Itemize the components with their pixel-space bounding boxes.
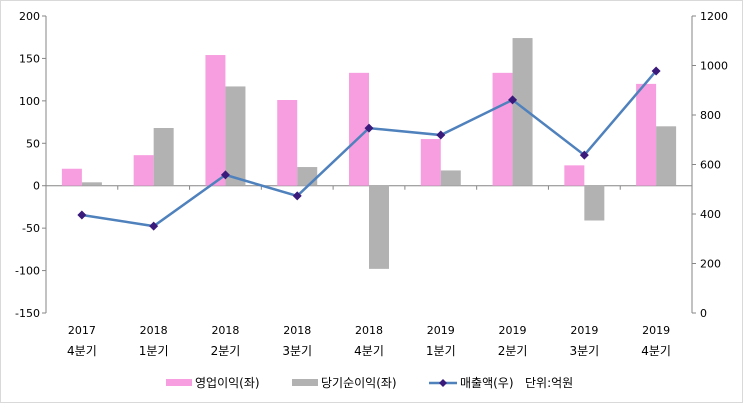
legend-swatch-operating-profit	[166, 379, 192, 386]
category-quarter-label: 4분기	[67, 344, 97, 358]
operating-profit-bar	[61, 168, 82, 186]
operating-profit-bar	[636, 83, 657, 186]
net-income-bar	[369, 185, 389, 269]
net-income-bar	[153, 128, 174, 186]
legend-swatch-net-income	[292, 379, 318, 386]
operating-profit-bar	[205, 55, 226, 186]
category-quarter-label: 1분기	[139, 344, 169, 358]
legend-label: 당기순이익(좌)	[321, 376, 397, 390]
category-year-label: 2019	[499, 324, 527, 337]
right-tick-label: 600	[700, 159, 721, 172]
operating-profit-bar	[420, 139, 441, 186]
category-year-label: 2018	[283, 324, 311, 337]
left-tick-label: -150	[15, 307, 40, 320]
revenue-marker	[292, 191, 302, 201]
revenue-marker	[651, 66, 661, 76]
net-income-bar	[81, 182, 102, 186]
left-tick-label: 0	[33, 180, 40, 193]
category-quarter-label: 3분기	[282, 344, 312, 358]
right-tick-label: 200	[700, 258, 721, 271]
net-income-bar	[297, 167, 318, 186]
category-year-label: 2018	[211, 324, 239, 337]
category-year-label: 2018	[355, 324, 383, 337]
left-tick-label: 150	[19, 52, 40, 65]
category-year-label: 2017	[68, 324, 96, 337]
right-tick-label: 400	[700, 208, 721, 221]
legend-label: 영업이익(좌)	[195, 376, 260, 390]
category-quarter-label: 4분기	[354, 344, 384, 358]
left-tick-label: 50	[26, 137, 40, 150]
category-quarter-label: 1분기	[426, 344, 456, 358]
net-income-bar	[512, 38, 533, 186]
left-tick-label: 200	[19, 10, 40, 23]
category-quarter-label: 2분기	[211, 344, 241, 358]
left-tick-label: -50	[22, 222, 40, 235]
left-tick-label: 100	[19, 95, 40, 108]
operating-profit-bar	[564, 165, 585, 186]
revenue-marker	[436, 130, 446, 140]
operating-profit-bar	[349, 72, 369, 186]
revenue-marker	[149, 221, 159, 231]
category-year-label: 2019	[427, 324, 455, 337]
category-quarter-label: 2분기	[498, 344, 528, 358]
revenue-marker	[508, 95, 518, 105]
revenue-marker	[364, 123, 374, 133]
category-year-label: 2019	[570, 324, 598, 337]
category-quarter-label: 4분기	[641, 344, 671, 358]
left-tick-label: -100	[15, 265, 40, 278]
right-tick-label: 1200	[700, 10, 728, 23]
legend-revenue-marker	[439, 379, 447, 387]
right-tick-label: 800	[700, 109, 721, 122]
category-year-label: 2019	[642, 324, 670, 337]
right-tick-label: 1000	[700, 60, 728, 73]
revenue-marker	[579, 150, 589, 160]
net-income-bar	[656, 126, 677, 186]
revenue-marker	[220, 170, 230, 180]
operating-profit-bar	[277, 100, 298, 186]
unit-note: 단위:억원	[525, 376, 573, 390]
revenue-marker	[77, 210, 87, 220]
operating-profit-bar	[133, 155, 154, 186]
operating-profit-bar	[492, 72, 513, 186]
category-year-label: 2018	[140, 324, 168, 337]
right-tick-label: 0	[700, 307, 707, 320]
legend-label: 매출액(우)	[460, 376, 514, 390]
category-quarter-label: 3분기	[569, 344, 599, 358]
net-income-bar	[440, 170, 461, 186]
net-income-bar	[584, 185, 605, 221]
net-income-bar	[225, 86, 246, 186]
